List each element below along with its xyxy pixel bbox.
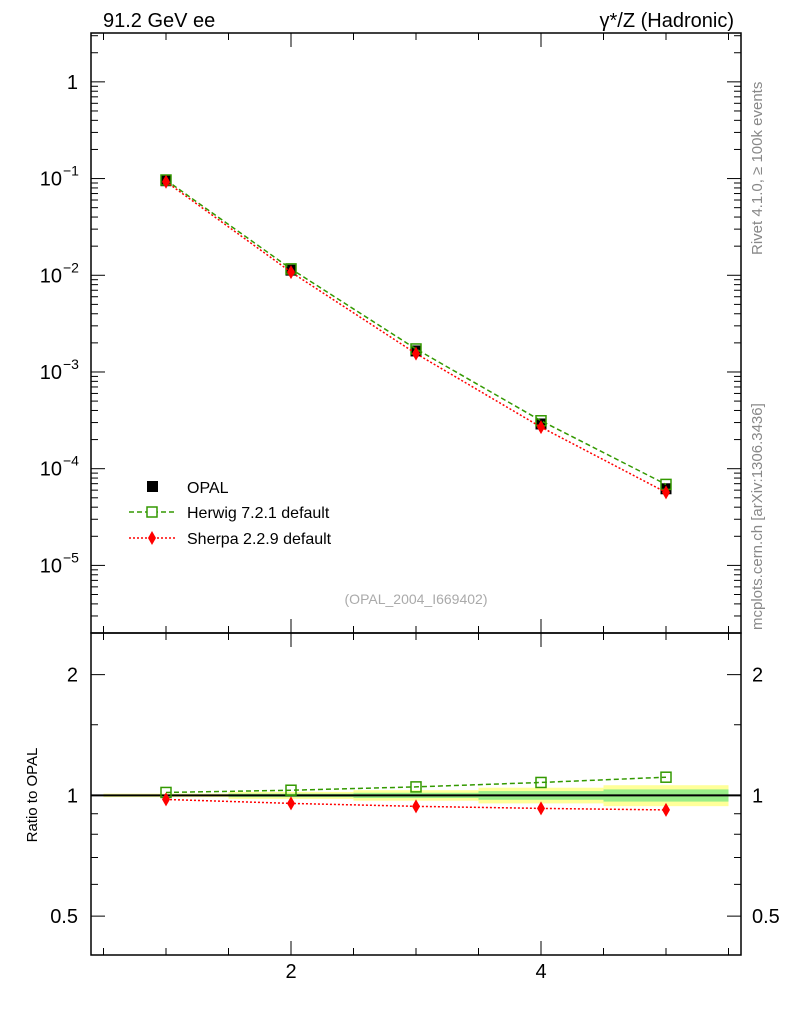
sherpa-point	[662, 485, 670, 500]
legend-sherpa-label: Sherpa 2.2.9 default	[187, 531, 332, 548]
ratio-y-tick-label-right: 0.5	[752, 906, 780, 928]
y-tick-label: 10	[40, 555, 62, 577]
title-right: γ*/Z (Hadronic)	[600, 10, 734, 32]
legend-opal-label: OPAL	[187, 480, 229, 497]
ratio-ylabel: Ratio to OPAL	[24, 748, 41, 843]
herwig-line	[165, 179, 667, 486]
legend-herwig-marker	[146, 506, 158, 518]
legend-herwig-label: Herwig 7.2.1 default	[187, 505, 330, 522]
ratio-sherpa-point	[537, 801, 545, 816]
ratio-herwig-point	[535, 776, 547, 789]
ratio-herwig-point	[410, 781, 422, 793]
ratio-sherpa-point	[662, 802, 670, 817]
x-tick-label: 4	[535, 961, 546, 983]
ratio-herwig-line	[165, 776, 667, 794]
legend-sherpa-marker	[148, 531, 156, 545]
sherpa-point	[162, 174, 170, 189]
ratio-sherpa-line	[165, 798, 667, 811]
ratio-y-tick-label: 2	[67, 665, 78, 687]
y-tick-label: 10	[40, 459, 62, 481]
annotation: (OPAL_2004_I669402)	[345, 591, 488, 607]
ratio-sherpa-point	[287, 796, 295, 811]
sherpa-line	[165, 181, 667, 494]
sherpa-point	[412, 346, 420, 361]
y-tick-label-exponent: −2	[63, 259, 79, 275]
side-label-mcplots: mcplots.cern.ch [arXiv:1306.3436]	[749, 403, 766, 630]
ratio-herwig-point	[660, 771, 672, 783]
ratio-herwig-point	[285, 784, 297, 796]
y-tick-label-exponent: −3	[63, 356, 79, 372]
x-tick-label: 2	[285, 961, 296, 983]
title-left: 91.2 GeV ee	[103, 10, 215, 32]
y-tick-label-exponent: −5	[63, 549, 79, 565]
ratio-y-tick-label-right: 2	[752, 665, 763, 687]
y-tick-label: 1	[67, 72, 78, 94]
y-tick-label: 10	[40, 265, 62, 287]
ratio-y-tick-label: 1	[67, 785, 78, 807]
y-tick-label-exponent: −1	[63, 163, 79, 179]
side-label-rivet: Rivet 4.1.0, ≥ 100k events	[749, 82, 766, 255]
legend-opal-marker	[147, 481, 158, 492]
sherpa-point	[537, 420, 545, 435]
ratio-sherpa-point	[162, 792, 170, 807]
y-tick-label: 10	[40, 169, 62, 191]
y-tick-label-exponent: −4	[63, 453, 79, 469]
ratio-sherpa-point	[412, 799, 420, 814]
ratio-y-tick-label-right: 1	[752, 785, 763, 807]
ratio-y-tick-label: 0.5	[50, 906, 78, 928]
sherpa-point	[287, 265, 295, 280]
y-tick-label: 10	[40, 362, 62, 384]
legend: OPAL Herwig 7.2.1 default Sherpa 2.2.9 d…	[129, 480, 332, 548]
